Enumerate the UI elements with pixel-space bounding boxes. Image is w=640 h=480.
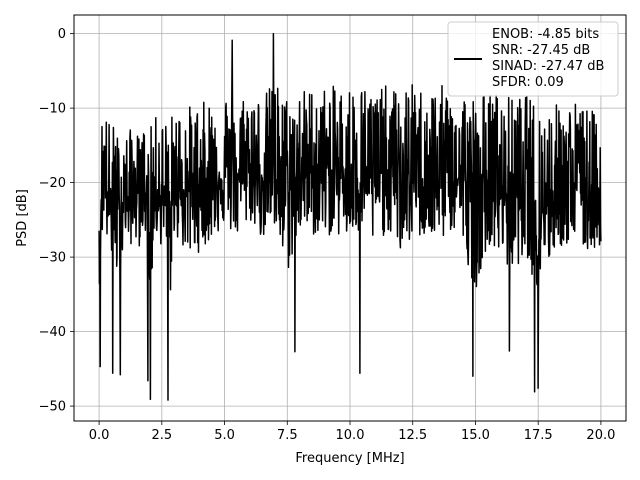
x-tick-label: 17.5 — [524, 428, 553, 443]
x-tick-label: 20.0 — [586, 428, 615, 443]
y-tick-label: −10 — [39, 102, 66, 117]
y-axis-ticks: 0 −10 −20 −30 −40 −50 — [39, 27, 74, 415]
x-tick-label: 5.0 — [214, 428, 235, 443]
x-tick-label: 2.5 — [151, 428, 172, 443]
legend-label: SFDR: 0.09 — [492, 75, 564, 90]
legend-label: SNR: -27.45 dB — [492, 43, 590, 58]
x-tick-label: 0.0 — [89, 428, 110, 443]
y-tick-label: −40 — [39, 325, 66, 340]
x-tick-label: 7.5 — [277, 428, 298, 443]
y-axis-label: PSD [dB] — [15, 189, 30, 247]
psd-series-line — [98, 32, 602, 401]
x-axis-ticks: 0.0 2.5 5.0 7.5 10.0 12.5 15.0 17.5 20.0 — [89, 421, 615, 443]
legend-label: SINAD: -27.47 dB — [492, 59, 604, 74]
legend-label: ENOB: -4.85 bits — [492, 27, 599, 42]
x-tick-label: 15.0 — [461, 428, 490, 443]
x-tick-label: 12.5 — [398, 428, 427, 443]
x-axis-label: Frequency [MHz] — [295, 451, 404, 466]
legend-box — [447, 21, 619, 97]
y-tick-label: −50 — [39, 400, 66, 415]
y-tick-label: −20 — [39, 176, 66, 191]
y-tick-label: 0 — [58, 27, 66, 42]
x-tick-label: 10.0 — [336, 428, 365, 443]
y-tick-label: −30 — [39, 251, 66, 266]
plot-area — [98, 32, 602, 401]
